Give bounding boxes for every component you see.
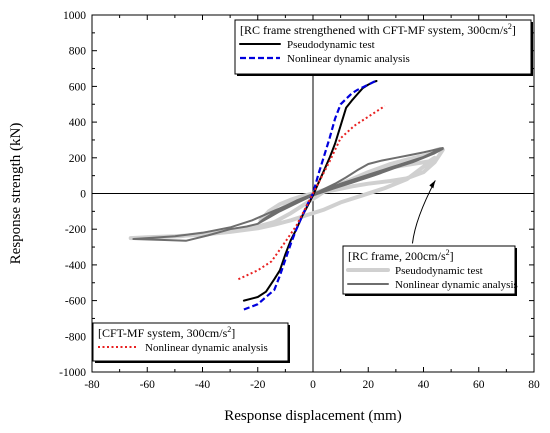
x-axis-title: Response displacement (mm) xyxy=(224,408,401,424)
y-tick-label: 1000 xyxy=(63,10,86,22)
legend-label: Pseudodynamic test xyxy=(395,265,483,277)
x-tick-label: -20 xyxy=(250,379,266,391)
x-tick-label: 40 xyxy=(418,379,430,391)
axes xyxy=(91,14,535,373)
series-layer xyxy=(128,79,445,311)
x-tick-label: 60 xyxy=(473,379,485,391)
legend-label: Nonlinear dynamic analysis xyxy=(395,279,518,291)
annotation-arrow xyxy=(411,180,436,244)
x-tick-label: -60 xyxy=(140,379,156,391)
y-tick-label: 0 xyxy=(80,189,86,201)
x-tick-label: 80 xyxy=(528,379,540,391)
legend-title: [CFT-MF system, 300cm/s2] xyxy=(98,325,235,340)
legend-label: Nonlinear dynamic analysis xyxy=(287,53,410,65)
y-tick-label: -200 xyxy=(65,224,86,236)
legend-title: [RC frame, 200cm/s2] xyxy=(348,248,454,263)
x-tick-label: 20 xyxy=(363,379,375,391)
legend-sys: [CFT-MF system, 300cm/s2] Nonlinear dynam… xyxy=(92,322,290,363)
legend-box xyxy=(92,322,289,362)
tick-labels: -80 -60 -40 -20 0 20 40 60 80-1000-800-600-400-2… xyxy=(59,10,540,391)
series-system-analysis xyxy=(237,105,386,281)
y-tick-label: 200 xyxy=(69,153,87,165)
legend-cftmf: [RC frame strengthened with CFT-MF syste… xyxy=(234,19,533,76)
x-tick-label: 0 xyxy=(310,379,316,391)
y-tick-label: -1000 xyxy=(59,367,86,379)
y-tick-label: 400 xyxy=(69,117,87,129)
y-tick-label: 800 xyxy=(69,46,87,58)
legend-box xyxy=(342,245,516,295)
series-rc-test xyxy=(128,146,445,241)
legend-label: Nonlinear dynamic analysis xyxy=(145,342,268,354)
y-tick-label: -600 xyxy=(65,296,86,308)
series-cftmf-analysis xyxy=(243,79,378,311)
y-tick-label: 600 xyxy=(69,81,87,93)
series-rc-analysis xyxy=(132,147,444,242)
y-tick-label: -400 xyxy=(65,260,86,272)
annotation-arrowhead xyxy=(429,180,436,189)
y-axis-title: Response strength (kN) xyxy=(8,123,24,265)
x-tick-label: -80 xyxy=(84,379,100,391)
y-tick-label: -800 xyxy=(65,331,86,343)
legend-rc: [RC frame, 200cm/s2] Pseudodynamic test No… xyxy=(342,245,518,296)
legend-box xyxy=(234,19,532,75)
legends: [RC frame strengthened with CFT-MF syste… xyxy=(92,19,533,363)
legend-label: Pseudodynamic test xyxy=(287,39,375,51)
legend-title: [RC frame strengthened with CFT-MF syste… xyxy=(240,22,516,37)
x-tick-label: -40 xyxy=(195,379,211,391)
series-cftmf-test xyxy=(242,80,378,302)
